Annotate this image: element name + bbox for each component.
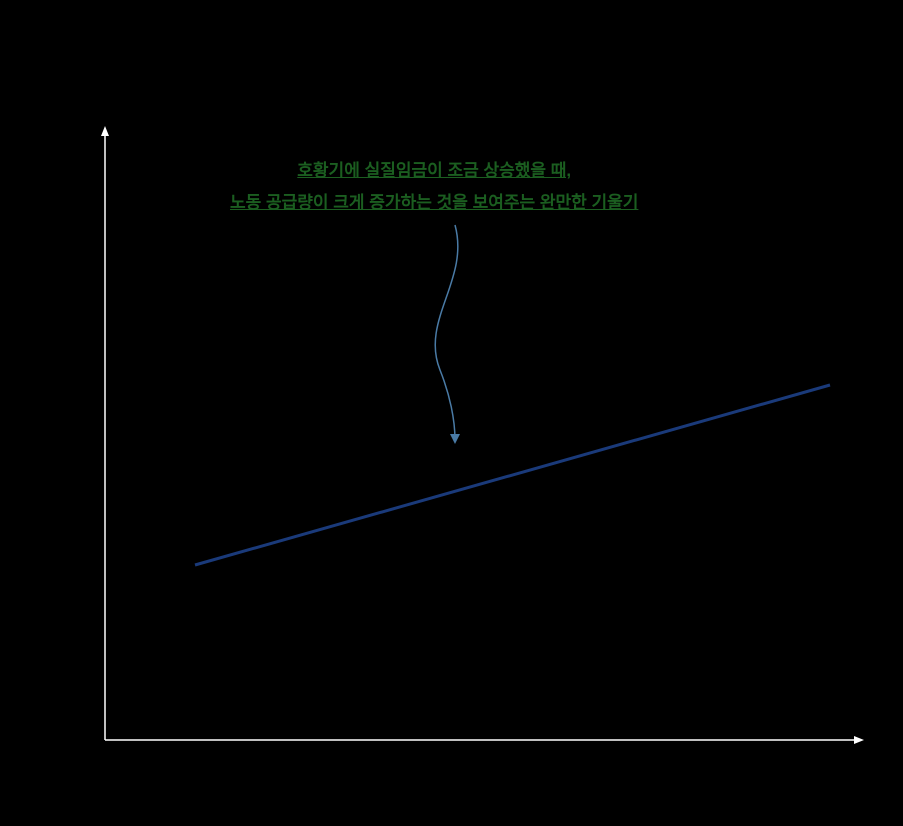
annotation-line1: 호황기에 실질임금이 조금 상승했을 때, (297, 161, 571, 180)
annotation-line2: 노동 공급량이 크게 증가하는 것을 보여주는 완만한 기울기 (230, 193, 638, 212)
chart-svg (0, 0, 903, 821)
chart-container: 호황기에 실질임금이 조금 상승했을 때, 노동 공급량이 크게 증가하는 것을… (0, 0, 903, 821)
pointer-arrow (435, 225, 458, 440)
supply-line (195, 385, 830, 565)
annotation-text: 호황기에 실질임금이 조금 상승했을 때, 노동 공급량이 크게 증가하는 것을… (230, 155, 638, 220)
